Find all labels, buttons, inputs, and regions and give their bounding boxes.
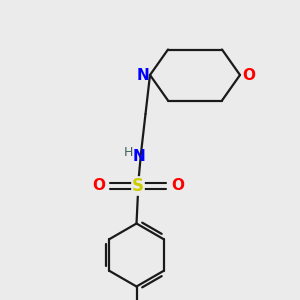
Text: N: N (137, 68, 150, 82)
Text: O: O (92, 178, 105, 194)
Text: H: H (124, 146, 133, 160)
Text: N: N (133, 149, 146, 164)
Text: O: O (171, 178, 184, 194)
Text: O: O (242, 68, 255, 82)
Text: S: S (132, 177, 144, 195)
